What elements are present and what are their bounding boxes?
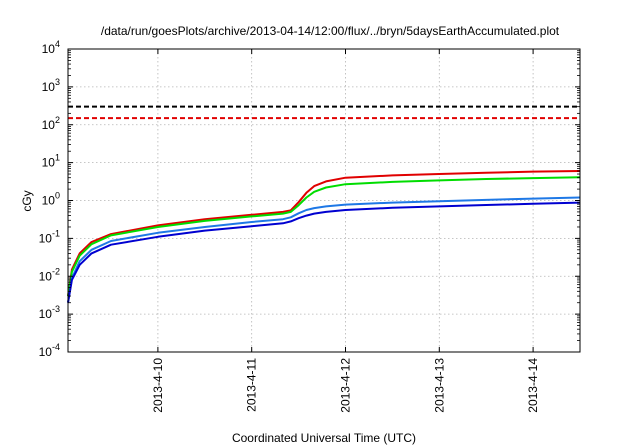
y-tick-label: 10-1 [39,228,60,245]
series-line [67,201,581,303]
x-ticks: 2013-4-10 2013-4-11 2013-4-12 2013-4-13 2013… [151,49,540,413]
y-tick-label: 100 [42,191,60,208]
x-tick-label: 2013-4-12 [338,358,352,413]
x-tick-label: 2013-4-10 [151,358,165,413]
y-axis-label: cGy [20,190,34,211]
series-line [67,196,581,303]
x-tick-label: 2013-4-13 [432,358,446,413]
y-tick-label: 103 [42,77,60,94]
y-tick-label: 10-4 [39,342,60,359]
y-tick-label: 104 [42,39,60,56]
series-line [67,176,581,297]
threshold-lines [68,105,580,120]
y-tick-label: 10-2 [39,266,60,283]
x-axis-label: Coordinated Universal Time (UTC) [232,431,416,445]
x-tick-label: 2013-4-14 [526,358,540,413]
x-tick-label: 2013-4-11 [245,358,259,412]
y-tick-label: 102 [42,115,60,132]
grid [68,49,580,352]
chart-title: /data/run/goesPlots/archive/2013-04-14/1… [101,24,560,38]
y-tick-label: 10-3 [39,304,60,321]
series-lines [67,170,581,303]
y-tick-label: 101 [42,153,60,170]
series-line [67,170,581,297]
